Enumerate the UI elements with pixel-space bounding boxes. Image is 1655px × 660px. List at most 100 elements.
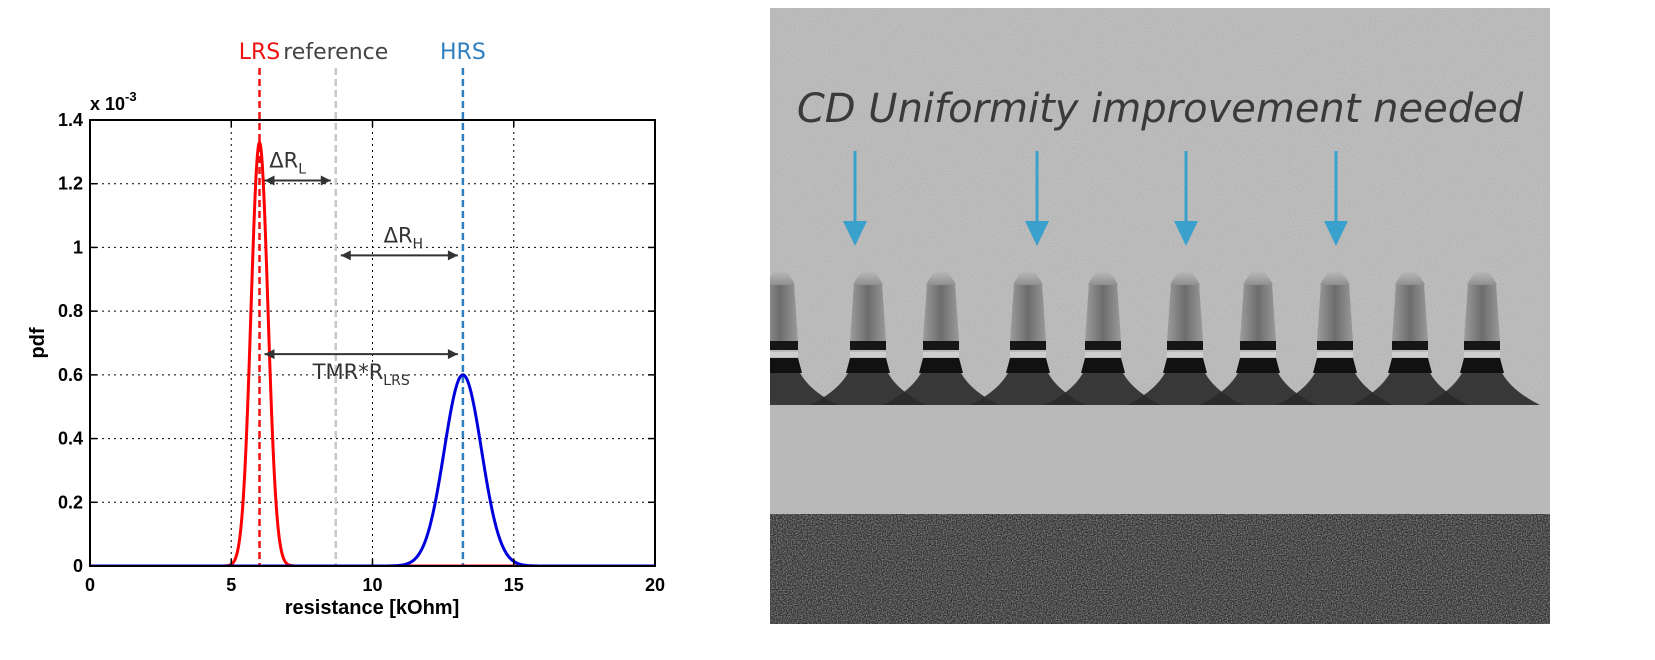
pillar-cap [1088,270,1118,285]
pillar [810,270,926,405]
pillar-barrier [923,341,959,350]
pillar-dark-band [846,358,890,373]
pillar-light-line [923,352,959,357]
pillar-base [1200,373,1316,405]
pillar [1127,270,1243,405]
down-arrow-head [843,221,867,246]
pillar-body [1240,272,1276,341]
pillar-barrier [1010,341,1046,350]
y-axis-label: pdf [27,327,49,358]
pillar-dark-band [1006,358,1050,373]
annotation-label: ΔRH [384,223,424,252]
pillar-dark-band [1313,358,1357,373]
vline-label-reference: reference [283,40,388,65]
pillar [770,270,838,405]
x-tick-label: 20 [645,575,665,595]
pillar-light-line [1167,352,1203,357]
pillar-light-line [1010,352,1046,357]
pillar-light-line [770,352,798,357]
tem-title: CD Uniformity improvement needed [797,86,1524,132]
vertical-lines [258,68,465,566]
tem-micrograph: CD Uniformity improvement needed [770,8,1550,624]
annotation-label: TMR*RLRS [312,360,410,389]
y-tick-label: 0.4 [58,429,83,449]
pillar-dark-band [1460,358,1504,373]
pillar-body [1464,272,1500,341]
annotation-arrow-head-right [447,349,458,360]
pillar-barrier [1240,341,1276,350]
pillar-body [1392,272,1428,341]
pillar-cap [770,270,795,285]
down-arrow-head [1174,221,1198,246]
down-arrow-head [1324,221,1348,246]
pillar-cap [853,270,883,285]
pillar-dark-band [919,358,963,373]
down-arrow [1174,151,1198,246]
pillar-base [1424,373,1540,405]
y-tick-label: 1 [73,237,83,257]
substrate-layer [770,396,1550,514]
pillar-cap [1170,270,1200,285]
x-tick-label: 15 [504,575,524,595]
pillar-body [1317,272,1353,341]
pillar-light-line [1392,352,1428,357]
pillar-barrier [770,341,798,350]
pillar [1277,270,1393,405]
pillar-body [850,272,886,341]
pillar-light-line [1240,352,1276,357]
vline-label-lrs: LRS [239,40,281,65]
annotation-arrow-head-left [264,349,275,360]
y-tick-label: 0.8 [58,301,83,321]
pillar [1424,270,1540,405]
y-tick-label: 1.2 [58,174,83,194]
pillar-dark-band [1081,358,1125,373]
y-tick-label: 0.6 [58,365,83,385]
down-arrow [1324,151,1348,246]
annotation-arrow-head-right [320,175,331,186]
pillar-body [1085,272,1121,341]
pillar-base [970,373,1086,405]
pillar-cap [926,270,956,285]
tick-marks [89,119,656,567]
y-multiplier: x 10-3 [90,89,137,114]
x-tick-label: 10 [362,575,382,595]
pillar-base [810,373,926,405]
annotation-arrow-head-left [340,250,351,261]
annotation-arrow-head-right [447,250,458,261]
pillar-base [1277,373,1393,405]
mtj-pillars [770,270,1540,405]
pillar-body [923,272,959,341]
pillar-cap [1467,270,1497,285]
pillar [883,270,999,405]
x-tick-label: 0 [85,575,95,595]
annotation-label: ΔRL [269,149,306,178]
pillar-barrier [1317,341,1353,350]
pillar-barrier [1167,341,1203,350]
dark-substrate-grain [770,514,1550,624]
pillar-dark-band [770,358,802,373]
pillar-cap [1013,270,1043,285]
x-axis-label: resistance [kOhm] [285,597,460,619]
pdf-chart: ΔRL ΔRH TMR*RLRS resistance [kOhm] pdf x 1… [27,40,665,619]
pillar-barrier [1392,341,1428,350]
pillar [970,270,1086,405]
pillar-cap [1320,270,1350,285]
down-arrow [843,151,867,246]
y-tick-label: 1.4 [58,110,83,130]
pillar-dark-band [1236,358,1280,373]
y-tick-label: 0 [73,556,83,576]
pillar-light-line [1317,352,1353,357]
vline-label-hrs: HRS [440,40,486,65]
pillar-cap [1395,270,1425,285]
pillar-body [770,272,798,341]
x-tick-label: 5 [226,575,236,595]
pillar-barrier [850,341,886,350]
pillar-barrier [1464,341,1500,350]
pillar-body [1167,272,1203,341]
pillar [1200,270,1316,405]
pillar-light-line [1464,352,1500,357]
pillar-base [883,373,999,405]
pillar-base [1127,373,1243,405]
down-arrow [1025,151,1049,246]
pillar-base [770,373,838,405]
